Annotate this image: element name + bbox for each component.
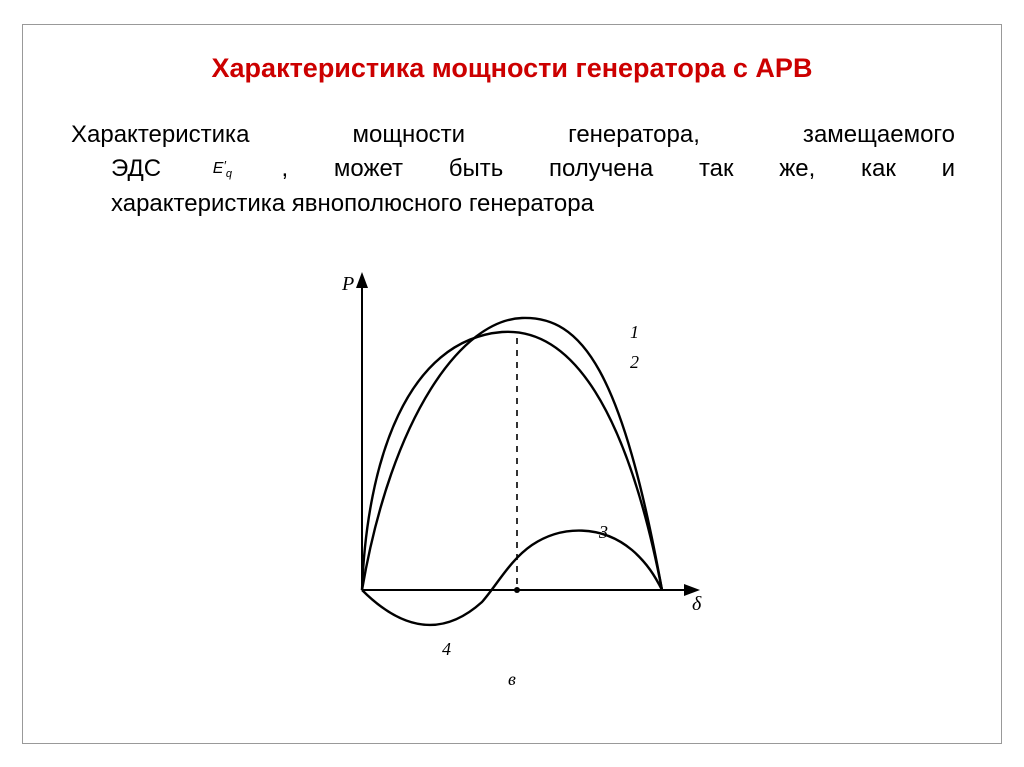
para-line-1: Характеристика мощности генератора, заме… — [71, 118, 955, 153]
y-axis-label: P — [341, 273, 354, 295]
x-axis-marker-dot — [514, 587, 520, 593]
y-axis-arrow — [356, 272, 368, 288]
eq-sub: q — [226, 168, 232, 180]
para-line-2a: , может быть получена так же, как и — [282, 155, 956, 182]
curve-label-3: 3 — [598, 522, 608, 542]
eq-var: E — [213, 160, 224, 177]
curve-label-1: 1 — [630, 322, 639, 342]
curve-label-4: 4 — [442, 639, 451, 659]
body-paragraph: Характеристика мощности генератора, заме… — [69, 118, 955, 222]
chart-container: P δ 1 2 3 4 в — [69, 260, 955, 690]
curve-1 — [362, 318, 662, 590]
para-line-3: характеристика явнополюсного генератора — [71, 187, 955, 222]
slide-title: Характеристика мощности генератора с АРВ — [69, 53, 955, 84]
chart-caption: в — [508, 669, 516, 689]
curve-3-4 — [362, 530, 662, 624]
eds-label: ЭДС — [111, 155, 161, 182]
curve-label-2: 2 — [630, 352, 639, 372]
x-axis-label: δ — [692, 593, 702, 615]
curve-2 — [362, 332, 662, 590]
eq-symbol: E′q — [213, 160, 276, 177]
power-curve-chart: P δ 1 2 3 4 в — [292, 260, 732, 690]
para-line-2: ЭДС E′q , может быть получена так же, ка… — [71, 152, 955, 187]
slide-frame: Характеристика мощности генератора с АРВ… — [22, 24, 1002, 744]
